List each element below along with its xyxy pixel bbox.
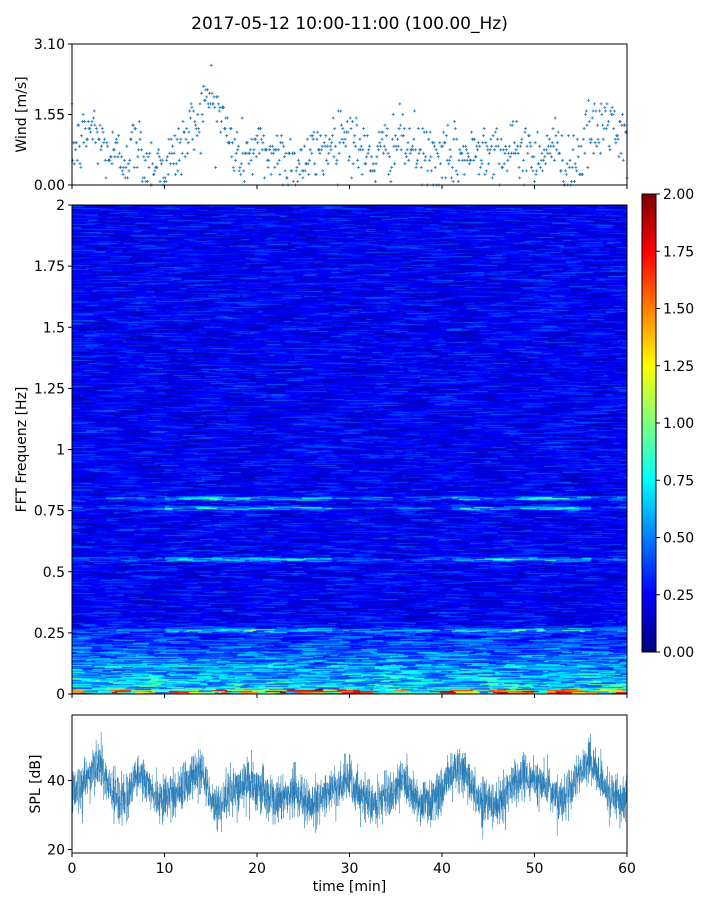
spectrogram-heatmap [72,205,627,694]
chart-title: 2017-05-12 10:00-11:00 (100.00_Hz) [191,14,508,34]
wind-ytick-label: 1.55 [34,108,65,124]
wind-scatter-series [70,63,629,187]
spectrogram-ytick-label: 1.75 [34,259,65,275]
colorbar-tick-label: 0.00 [663,645,694,661]
spl-xtick-label: 30 [341,861,359,877]
spl-xtick-label: 50 [526,861,544,877]
colorbar-tick-label: 1.50 [663,302,694,318]
colorbar-frame [641,193,657,653]
spl-line-series [71,732,628,840]
colorbar-tick-label: 0.50 [663,531,694,547]
wind-ylabel: Wind [m/s] [14,76,30,152]
colorbar-tick-label: 1.25 [663,359,694,375]
spl-ylabel: SPL [dB] [28,755,44,814]
colorbar-gradient [642,194,656,652]
spectrogram-ytick-label: 2 [56,198,65,214]
wind-markers [70,63,629,187]
spectrogram-ylabel: FFT Frequenz [Hz] [14,387,30,513]
spectrogram-ytick-label: 0.75 [34,504,65,520]
spl-xtick-label: 10 [156,861,174,877]
spl-xlabel: time [min] [313,879,386,895]
spectrogram-axes-frame [71,204,628,695]
colorbar-tick-label: 0.75 [663,473,694,489]
spectrogram-ytick-label: 1.5 [43,320,65,336]
spl-xtick-label: 60 [618,861,636,877]
spl-xtick-label: 40 [433,861,451,877]
colorbar-tick-label: 1.75 [663,244,694,260]
wind-axes-frame [71,43,628,186]
spl-ytick-label: 20 [47,843,65,859]
spectrogram-ytick-label: 1.25 [34,381,65,397]
colorbar-tick-label: 0.25 [663,588,694,604]
colorbar-tick-label: 2.00 [663,187,694,203]
spl-xtick-label: 0 [68,861,77,877]
spl-ytick-label: 40 [47,774,65,790]
spectrogram-ytick-label: 0 [56,687,65,703]
wind-ytick-label: 3.10 [34,37,65,53]
spectrogram-ytick-label: 0.5 [43,565,65,581]
spectrogram-ytick-label: 0.25 [34,626,65,642]
spectrogram-ytick-label: 1 [56,443,65,459]
spl-xtick-label: 20 [248,861,266,877]
wind-ytick-label: 0.00 [34,178,65,194]
colorbar-tick-label: 1.00 [663,416,694,432]
